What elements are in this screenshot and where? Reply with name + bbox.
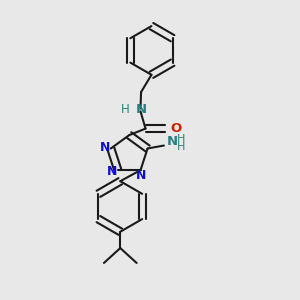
Text: O: O [171, 122, 182, 135]
Text: N: N [136, 169, 146, 182]
Text: N: N [100, 140, 110, 154]
Text: N: N [107, 165, 118, 178]
Text: N: N [136, 103, 147, 116]
Text: H: H [177, 134, 186, 144]
Text: N: N [167, 135, 178, 148]
Text: H: H [177, 142, 186, 152]
Text: H: H [121, 103, 130, 116]
